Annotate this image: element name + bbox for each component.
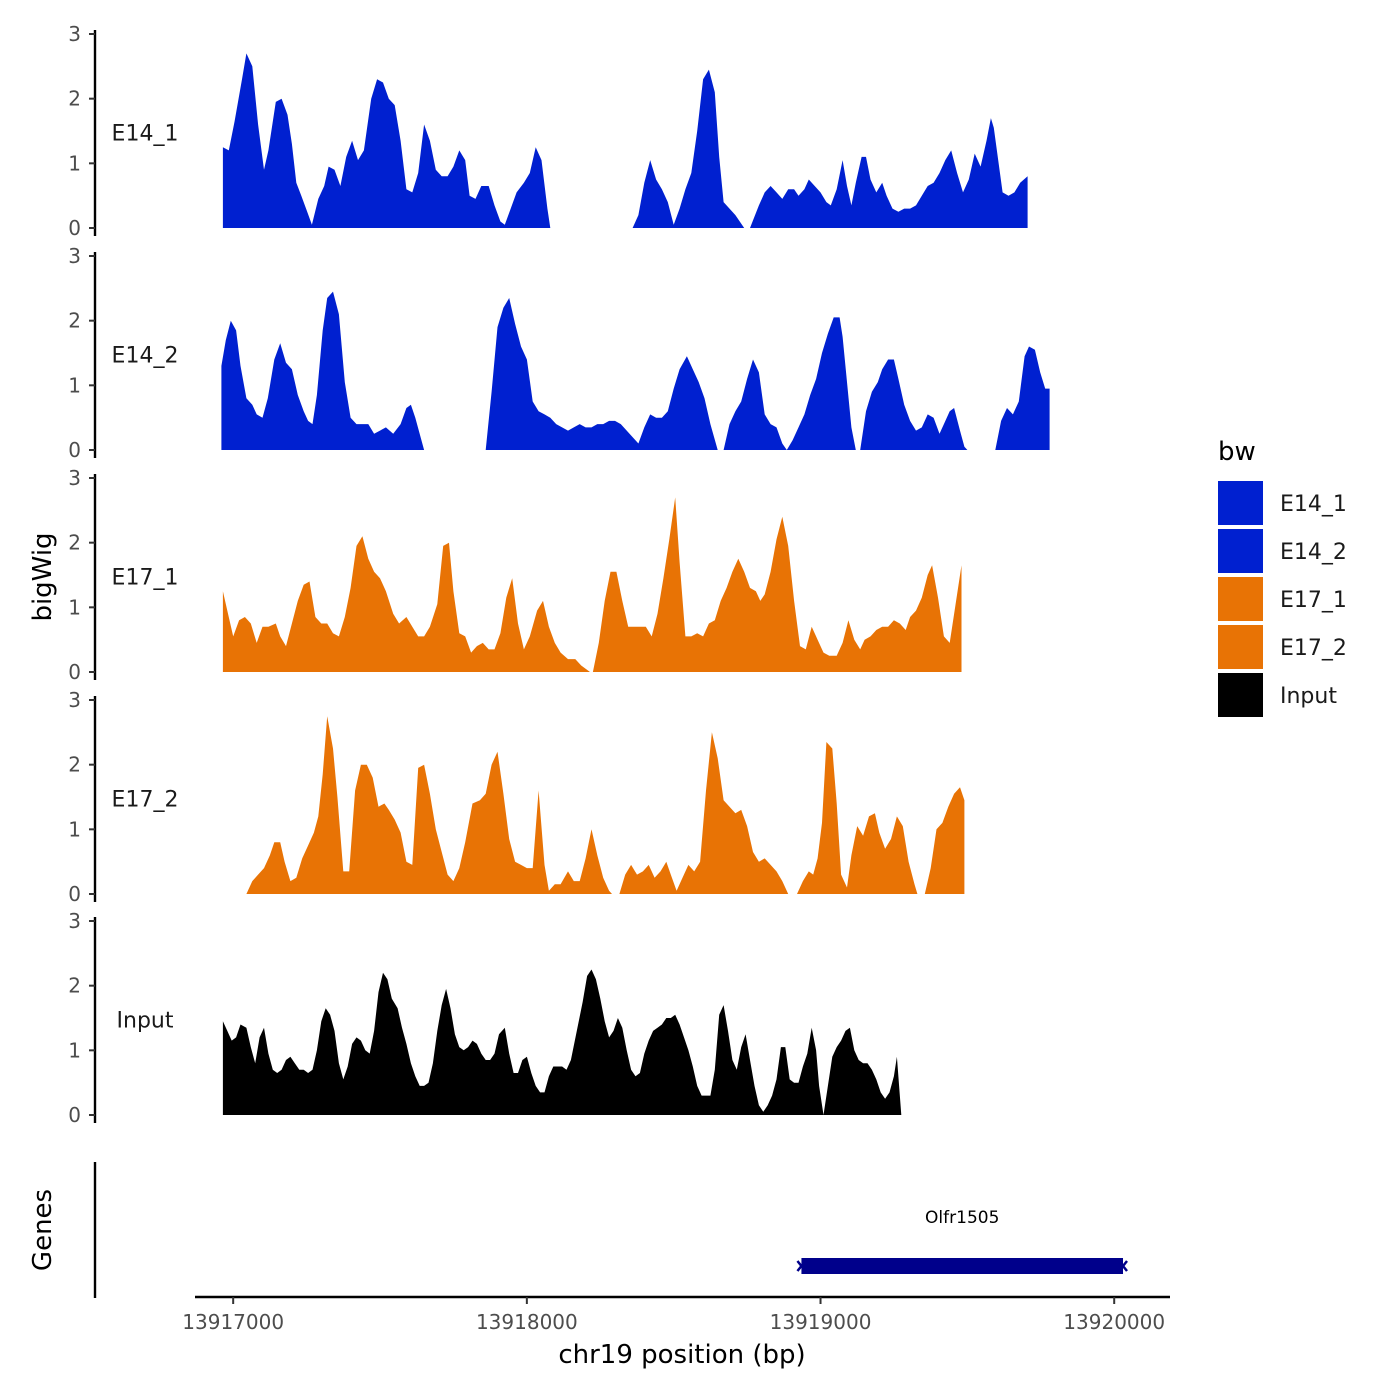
- y-tick-label-input-3: 3: [68, 909, 81, 933]
- x-tick-label-13918000: 13918000: [476, 1310, 578, 1334]
- x-tick-label-13917000: 13917000: [182, 1310, 284, 1334]
- legend-label-e17-2: E17_2: [1280, 636, 1347, 661]
- y-tick-label-e14-2-0: 0: [68, 438, 81, 462]
- gene-track-title: Genes: [28, 1189, 58, 1271]
- gene-models: Olfr1505: [796, 1208, 1128, 1274]
- legend: bw E14_1 E14_2 E17_1 E17_2 Input: [1218, 437, 1347, 717]
- gene-body-olfr1505: [801, 1258, 1124, 1274]
- coverage-area-e17-2-3: [797, 742, 918, 894]
- track-label-e14-2: E14_2: [112, 344, 179, 369]
- y-tick-label-input-2: 2: [68, 974, 81, 998]
- y-tick-label-input-0: 0: [68, 1103, 81, 1127]
- track-input: 0 1 2 3 Input: [68, 909, 902, 1127]
- y-tick-label-e17-1-2: 2: [68, 531, 81, 555]
- legend-label-e14-1: E14_1: [1280, 492, 1347, 517]
- coverage-area-e14-1-2: [632, 69, 745, 228]
- x-ticks: 13917000 13918000 13919000 13920000: [182, 1297, 1165, 1334]
- y-tick-label-e14-2-3: 3: [68, 244, 81, 268]
- gene-label-olfr1505: Olfr1505: [925, 1208, 999, 1228]
- legend-label-input: Input: [1280, 684, 1337, 709]
- coverage-area-e14-1-1: [222, 53, 551, 229]
- legend-title: bw: [1218, 437, 1256, 467]
- coverage-area-e17-1-1: [222, 536, 590, 672]
- legend-swatch-input: [1218, 673, 1263, 717]
- y-tick-label-e17-2-1: 1: [68, 817, 81, 841]
- x-tick-label-13919000: 13919000: [770, 1310, 872, 1334]
- gene-track: Genes Olfr1505: [28, 1162, 1128, 1298]
- y-tick-label-e17-2-0: 0: [68, 882, 81, 906]
- legend-swatch-e17-2: [1218, 625, 1263, 669]
- gene-end-marker-olfr1505: [1118, 1260, 1128, 1272]
- y-tick-label-e14-1-2: 2: [68, 87, 81, 111]
- legend-entries: E14_1 E14_2 E17_1 E17_2 Input: [1218, 481, 1347, 717]
- track-label-e17-2: E17_2: [112, 788, 179, 813]
- y-tick-label-e17-1-0: 0: [68, 660, 81, 684]
- y-tick-label-input-1: 1: [68, 1038, 81, 1062]
- track-label-e14-1: E14_1: [112, 122, 179, 147]
- coverage-area-e17-2-1: [246, 716, 612, 894]
- y-tick-label-e14-2-2: 2: [68, 309, 81, 333]
- y-tick-label-e17-2-3: 3: [68, 688, 81, 712]
- legend-label-e14-2: E14_2: [1280, 540, 1347, 565]
- track-e17-2: 0 1 2 3 E17_2: [68, 688, 965, 906]
- coverage-area-input-1: [222, 969, 902, 1115]
- track-e14-1: 0 1 2 3 E14_1: [68, 22, 1028, 240]
- track-label-e17-1: E17_1: [112, 566, 179, 591]
- y-tick-label-e14-1-1: 1: [68, 151, 81, 175]
- x-axis: 13917000 13918000 13919000 13920000 chr19 p…: [182, 1295, 1170, 1370]
- coverage-area-e17-2-2: [619, 732, 789, 894]
- y-tick-label-e14-1-3: 3: [68, 22, 81, 46]
- coverage-area-e14-1-3: [750, 118, 1028, 228]
- gene-start-marker-olfr1505: [796, 1260, 807, 1272]
- y-tick-label-e17-2-2: 2: [68, 753, 81, 777]
- y-tick-label-e14-2-1: 1: [68, 373, 81, 397]
- y-tick-label-e17-1-1: 1: [68, 595, 81, 619]
- legend-swatch-e17-1: [1218, 577, 1263, 621]
- legend-swatch-e14-1: [1218, 481, 1263, 525]
- coverage-area-e14-2-1: [221, 291, 425, 450]
- track-label-input: Input: [117, 1009, 174, 1034]
- track-e17-1: 0 1 2 3 E17_1: [68, 466, 962, 684]
- y-tick-label-e14-1-0: 0: [68, 216, 81, 240]
- x-tick-label-13920000: 13920000: [1063, 1310, 1165, 1334]
- track-e14-2: 0 1 2 3 E14_2: [68, 244, 1050, 462]
- coverage-area-e14-2-4: [860, 359, 968, 450]
- legend-label-e17-1: E17_1: [1280, 588, 1347, 613]
- x-axis-title: chr19 position (bp): [558, 1340, 805, 1370]
- coverage-area-e14-2-2: [485, 298, 718, 450]
- y-tick-label-e17-1-3: 3: [68, 466, 81, 490]
- coverage-area-e17-1-2: [592, 497, 962, 672]
- coverage-area-e14-2-5: [995, 346, 1050, 450]
- y-axis-title: bigWig: [28, 532, 58, 621]
- coverage-tracks: 0 1 2 3 E14_1 0 1 2 3 E14_2 0 1 2 3 E17_1 0 1 2 3 E17_2 0 1 2 3…: [68, 22, 1050, 1127]
- legend-swatch-e14-2: [1218, 529, 1263, 573]
- coverage-area-e14-2-3: [723, 317, 856, 450]
- coverage-area-e17-2-4: [924, 787, 965, 894]
